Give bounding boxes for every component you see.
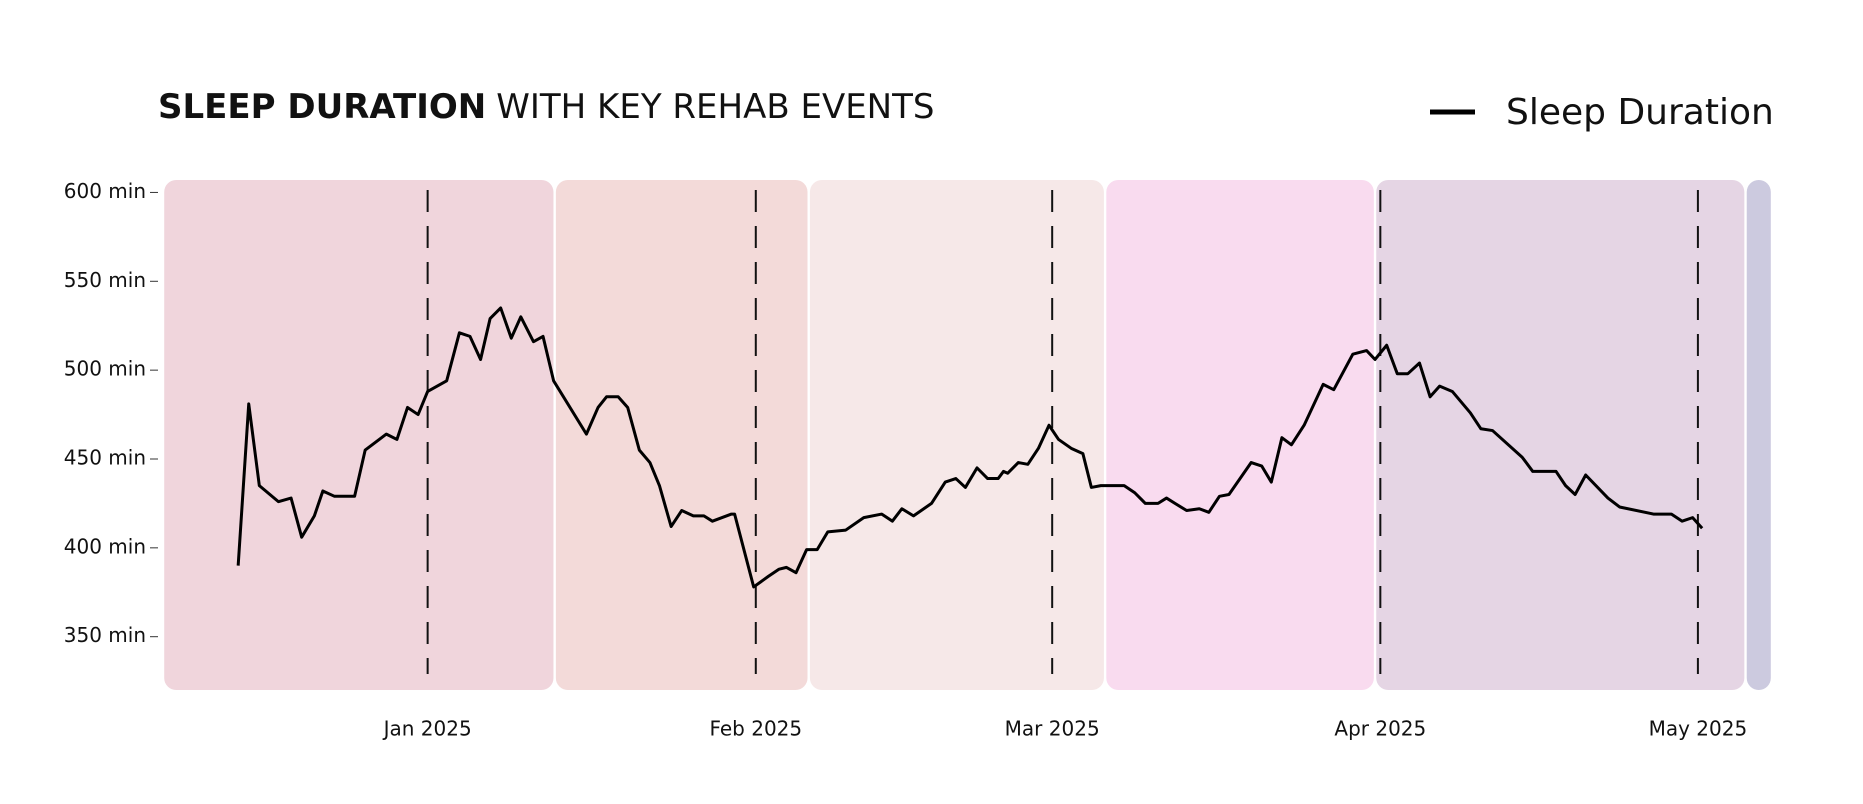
y-tick-label: 400 min bbox=[64, 534, 146, 558]
y-tick-label: 350 min bbox=[64, 623, 146, 647]
series-line bbox=[236, 306, 1704, 589]
title-emphasis: SLEEP DURATION bbox=[158, 87, 486, 127]
x-tick-label: May 2025 bbox=[1649, 717, 1748, 741]
title-rest: WITH KEY REHAB EVENTS bbox=[496, 87, 934, 127]
legend-label: Sleep Duration bbox=[1506, 92, 1774, 133]
phase-band bbox=[164, 180, 554, 690]
phase-band bbox=[555, 180, 808, 690]
phase-band bbox=[1376, 180, 1745, 690]
y-tick-label: 550 min bbox=[64, 268, 146, 292]
phase-band bbox=[1746, 180, 1771, 690]
x-tick-label: Mar 2025 bbox=[1005, 717, 1100, 741]
y-tick-label: 600 min bbox=[64, 179, 146, 203]
legend: Sleep Duration bbox=[1430, 92, 1774, 133]
chart-title: SLEEP DURATION WITH KEY REHAB EVENTS bbox=[158, 87, 934, 127]
x-tick-label: Jan 2025 bbox=[382, 717, 472, 741]
phase-band bbox=[1106, 180, 1374, 690]
x-tick-label: Apr 2025 bbox=[1334, 717, 1426, 741]
phase-band bbox=[809, 180, 1104, 690]
x-tick-label: Feb 2025 bbox=[709, 717, 802, 741]
y-tick-label: 450 min bbox=[64, 445, 146, 469]
y-tick-label: 500 min bbox=[64, 357, 146, 381]
